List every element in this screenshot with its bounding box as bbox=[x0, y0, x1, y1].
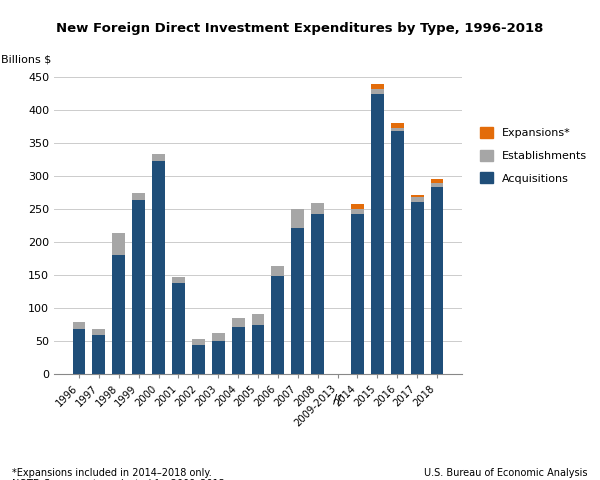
Bar bbox=[112, 255, 125, 374]
Bar bbox=[73, 329, 85, 374]
Bar bbox=[152, 154, 165, 161]
Bar bbox=[311, 203, 324, 214]
Bar bbox=[232, 327, 245, 374]
Bar bbox=[431, 187, 443, 374]
Bar bbox=[271, 266, 284, 276]
Bar bbox=[92, 335, 106, 374]
Bar bbox=[292, 209, 304, 228]
Bar bbox=[391, 123, 404, 128]
Text: Billions $: Billions $ bbox=[1, 55, 51, 65]
Bar bbox=[172, 283, 185, 374]
Bar bbox=[152, 161, 165, 374]
Bar bbox=[431, 180, 443, 182]
Text: *Expansions included in 2014–2018 only.: *Expansions included in 2014–2018 only. bbox=[12, 468, 212, 478]
Bar bbox=[251, 314, 265, 325]
Bar bbox=[292, 228, 304, 374]
Bar bbox=[132, 193, 145, 201]
Bar bbox=[351, 214, 364, 374]
Bar bbox=[391, 128, 404, 131]
Bar bbox=[371, 84, 384, 89]
Bar bbox=[192, 345, 205, 374]
Bar bbox=[172, 277, 185, 283]
Bar bbox=[212, 333, 224, 341]
Bar bbox=[431, 182, 443, 187]
Bar bbox=[251, 325, 265, 374]
Bar bbox=[73, 322, 85, 329]
Bar bbox=[410, 197, 424, 203]
Bar bbox=[192, 339, 205, 345]
Text: New Foreign Direct Investment Expenditures by Type, 1996-2018: New Foreign Direct Investment Expenditur… bbox=[56, 22, 544, 35]
Bar bbox=[371, 94, 384, 374]
Legend: Expansions*, Establishments, Acquisitions: Expansions*, Establishments, Acquisition… bbox=[480, 127, 587, 183]
Bar bbox=[132, 201, 145, 374]
Bar bbox=[271, 276, 284, 374]
Bar bbox=[112, 233, 125, 255]
Bar bbox=[92, 329, 106, 335]
Bar bbox=[371, 89, 384, 94]
Bar bbox=[391, 131, 404, 374]
Bar bbox=[311, 214, 324, 374]
Bar bbox=[410, 203, 424, 374]
Bar bbox=[351, 204, 364, 209]
Bar bbox=[410, 195, 424, 197]
Text: NOTE–Survey not conducted for 2009–2013.: NOTE–Survey not conducted for 2009–2013. bbox=[12, 479, 228, 480]
Bar bbox=[351, 209, 364, 214]
Text: U.S. Bureau of Economic Analysis: U.S. Bureau of Economic Analysis bbox=[425, 468, 588, 478]
Bar bbox=[232, 318, 245, 327]
Text: //: // bbox=[334, 393, 342, 406]
Bar bbox=[212, 341, 224, 374]
